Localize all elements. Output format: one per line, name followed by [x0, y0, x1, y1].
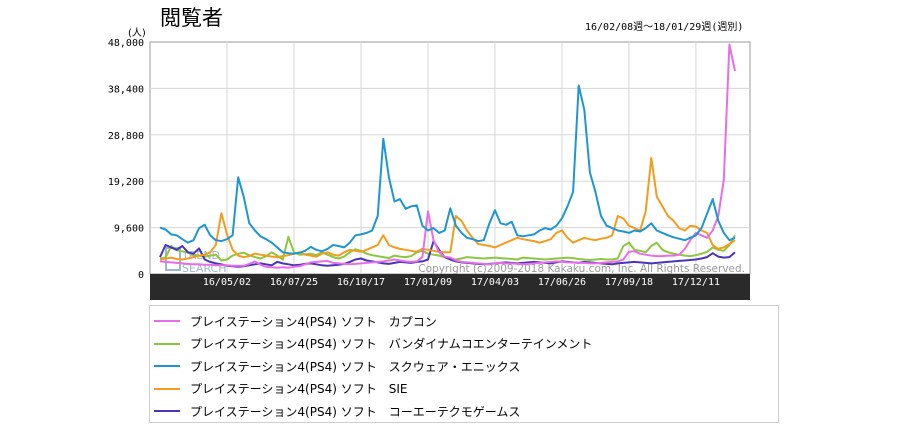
legend-item: プレイステーション4(PS4) ソフト バンダイナムコエンターテインメント: [154, 333, 592, 355]
x-tick-label: 16/10/17: [337, 277, 385, 288]
legend-label: プレイステーション4(PS4) ソフト コーエーテクモゲームス: [190, 404, 521, 419]
legend-swatch: [154, 410, 180, 412]
x-axis-band: [150, 274, 750, 300]
y-tick-label: 28,800: [108, 131, 144, 142]
legend-swatch: [154, 342, 180, 345]
legend-swatch: [154, 365, 180, 367]
y-tick-label: 19,200: [108, 177, 144, 188]
legend-item: プレイステーション4(PS4) ソフト カプコン: [154, 310, 437, 332]
y-tick-label: 0: [138, 270, 144, 281]
series-line-0: [159, 43, 736, 269]
x-tick-label: 17/12/11: [672, 277, 720, 288]
x-tick-labels: 16/05/02 16/07/25 16/10/17 17/01/09 17/04/03…: [203, 277, 720, 288]
x-tick-label: 17/09/18: [605, 277, 653, 288]
legend-item: プレイステーション4(PS4) ソフト スクウェア・エニックス: [154, 355, 520, 377]
page-title: 閲覧者: [160, 6, 223, 30]
y-tick-label: 9,600: [114, 224, 144, 235]
x-tick-label: 17/01/09: [404, 277, 452, 288]
grid-lines: [150, 42, 750, 274]
date-range-label: 16/02/08週～18/01/29週(週別): [585, 22, 744, 33]
legend-label: プレイステーション4(PS4) ソフト スクウェア・エニックス: [190, 359, 521, 374]
legend-swatch: [154, 387, 180, 390]
legend-label: プレイステーション4(PS4) ソフト SIE: [190, 382, 408, 396]
x-tick-label: 16/05/02: [203, 277, 251, 288]
series-lines: [159, 43, 736, 269]
y-tick-label: 48,000: [108, 38, 144, 49]
series-line-4: [159, 240, 736, 268]
y-tick-labels: 0 9,600 19,200 28,800 38,400 48,000: [108, 38, 144, 281]
watermark-copyright: Copyright (c)2009-2018 Kakaku.com, Inc. …: [418, 263, 745, 275]
x-tick-label: 16/07/25: [270, 277, 318, 288]
y-tick-label: 38,400: [108, 84, 144, 95]
x-tick-label: 17/04/03: [471, 277, 519, 288]
legend-label: プレイステーション4(PS4) ソフト カプコン: [190, 314, 437, 329]
y-axis-unit-label: (人): [128, 28, 146, 39]
legend: プレイステーション4(PS4) ソフト カプコン プレイステーション4(PS4) …: [149, 305, 779, 423]
legend-item: プレイステーション4(PS4) ソフト コーエーテクモゲームス: [154, 400, 520, 422]
legend-item: プレイステーション4(PS4) ソフト SIE: [154, 378, 407, 400]
series-line-2: [159, 84, 736, 255]
series-line-3: [159, 157, 736, 261]
legend-label: プレイステーション4(PS4) ソフト バンダイナムコエンターテインメント: [190, 337, 593, 351]
plot-area: [149, 41, 751, 275]
x-tick-label: 17/06/26: [538, 277, 586, 288]
legend-swatch: [154, 320, 180, 322]
